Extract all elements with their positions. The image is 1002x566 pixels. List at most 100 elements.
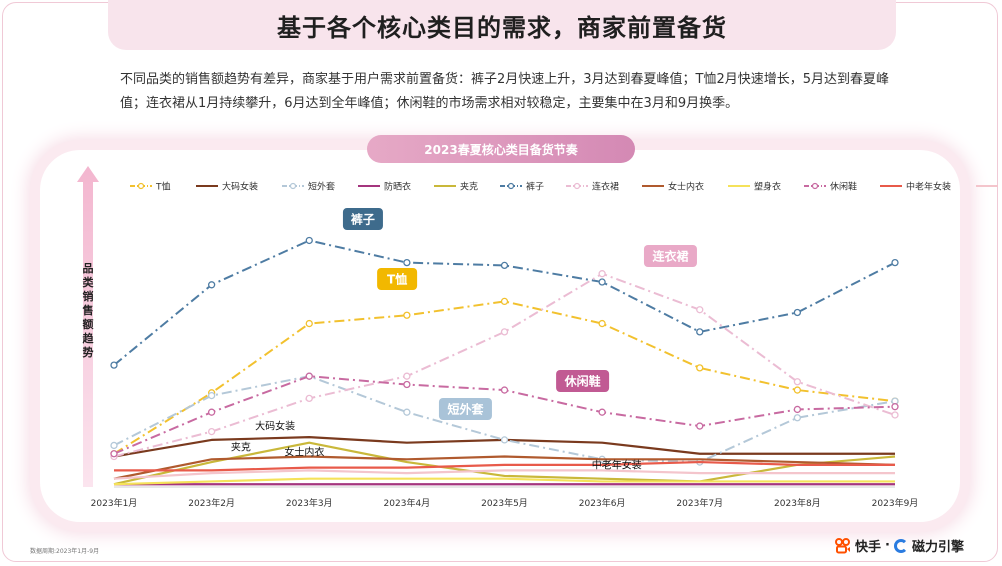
brand-separator: · — [885, 538, 890, 553]
annotation-box — [342, 208, 383, 230]
data-point — [305, 236, 313, 245]
legend-item: 西服 — [976, 185, 998, 187]
x-tick-label: 2023年9月 — [872, 497, 919, 509]
legend-item: 大码女装 — [196, 181, 258, 193]
data-point — [891, 258, 899, 267]
legend-label: 连衣裙 — [592, 181, 619, 193]
annotation-label: T恤 — [387, 272, 407, 287]
legend-label: 中老年女装 — [906, 181, 951, 193]
legend-item: 短外套 — [282, 181, 335, 193]
data-point — [207, 408, 216, 416]
legend-marker — [811, 182, 819, 190]
y-axis-label: 品类销售额趋势 — [82, 262, 95, 359]
series-line — [113, 469, 895, 480]
series-line — [113, 272, 896, 458]
data-point — [891, 403, 899, 411]
cili-logo-icon — [893, 538, 908, 553]
legend-item: T恤 — [130, 181, 171, 193]
series-line — [113, 477, 895, 486]
data-point — [403, 380, 411, 389]
data-point — [500, 297, 509, 306]
x-tick-label: 2023年6月 — [579, 497, 626, 509]
legend-item: 防晒衣 — [358, 181, 411, 193]
legend-item: 休闲鞋 — [804, 181, 857, 193]
data-point — [598, 319, 606, 328]
legend-item: 裤子 — [500, 181, 544, 193]
annotation-label: 连衣裙 — [652, 249, 688, 264]
data-point — [207, 427, 216, 436]
annotation-box — [377, 268, 418, 290]
series-line — [113, 300, 896, 455]
data-point — [207, 281, 216, 289]
annotation-label: 短外套 — [447, 402, 484, 417]
data-point — [500, 436, 509, 444]
series-line — [113, 455, 896, 480]
legend-item: 女士内衣 — [642, 181, 704, 193]
data-point — [793, 308, 802, 317]
legend-item: 夹克 — [434, 181, 478, 193]
data-point — [500, 261, 509, 270]
data-period-note: 数据周期:2023年1月-9月 — [30, 548, 100, 555]
data-point — [305, 394, 313, 403]
data-point — [110, 450, 118, 458]
annotation-box — [556, 370, 610, 392]
data-point — [696, 328, 704, 336]
legend-label: 夹克 — [460, 181, 478, 193]
data-point — [598, 270, 606, 278]
data-point — [793, 414, 802, 422]
data-point — [598, 408, 606, 416]
legend-label: 防晒衣 — [384, 181, 411, 193]
data-point — [403, 408, 411, 416]
data-point — [696, 364, 704, 372]
series-line — [113, 441, 896, 486]
legend-label: T恤 — [155, 181, 171, 193]
x-tick-label: 2023年1月 — [91, 497, 138, 509]
data-point — [403, 258, 411, 267]
data-point — [305, 372, 313, 380]
series-line — [113, 239, 896, 366]
data-point — [793, 386, 802, 394]
annotation-label: 休闲鞋 — [564, 374, 601, 389]
legend-item: 塑身衣 — [728, 181, 781, 193]
legend-label: 女士内衣 — [668, 181, 704, 193]
page-description: 不同品类的销售额趋势有差异，商家基于用户需求前置备货：裤子2月快速上升，3月达到… — [120, 72, 890, 111]
annotation-box — [438, 398, 492, 420]
data-point — [403, 311, 411, 319]
brand-kuaishou: 快手 — [855, 540, 882, 555]
x-tick-label: 2023年2月 — [188, 497, 235, 509]
annotation-label: 裤子 — [351, 212, 375, 227]
annotation-label: 女士内衣 — [284, 446, 324, 459]
chart-title-pill: 2023春夏核心类目备货节奏 — [367, 135, 635, 163]
data-point — [598, 278, 606, 286]
annotation-label: 大码女装 — [255, 420, 295, 433]
legend-marker — [289, 182, 297, 190]
y-axis-arrow — [77, 166, 99, 487]
series-line — [114, 460, 895, 472]
data-point — [696, 306, 704, 314]
legend-marker — [137, 182, 145, 190]
legend-label: 塑身衣 — [754, 181, 781, 193]
data-point — [500, 386, 509, 394]
legend-label: 裤子 — [526, 181, 544, 193]
legend-item: 中老年女装 — [880, 181, 951, 193]
legend-item: 连衣裙 — [566, 181, 619, 193]
chart-title: 2023春夏核心类目备货节奏 — [424, 142, 578, 157]
brand-cili: 磁力引擎 — [911, 540, 964, 555]
legend-marker — [573, 182, 581, 190]
x-tick-label: 2023年7月 — [676, 497, 723, 509]
kuaishou-logo-icon — [835, 537, 851, 554]
x-tick-label: 2023年4月 — [384, 497, 431, 509]
data-point — [403, 372, 411, 380]
data-point — [696, 422, 704, 430]
data-point — [891, 411, 899, 419]
annotation-label: 中老年女装 — [592, 459, 642, 472]
title-banner: 基于各个核心类目的需求，商家前置备货 — [108, 0, 896, 50]
chart-panel — [40, 150, 960, 522]
brand-logos: 快手 · 磁力引擎 — [835, 536, 964, 555]
annotation-label: 夹克 — [231, 441, 251, 454]
data-point — [793, 405, 802, 414]
page-title: 基于各个核心类目的需求，商家前置备货 — [277, 13, 727, 42]
legend-label: 大码女装 — [222, 181, 258, 193]
data-point — [207, 391, 216, 400]
data-point — [305, 319, 313, 328]
